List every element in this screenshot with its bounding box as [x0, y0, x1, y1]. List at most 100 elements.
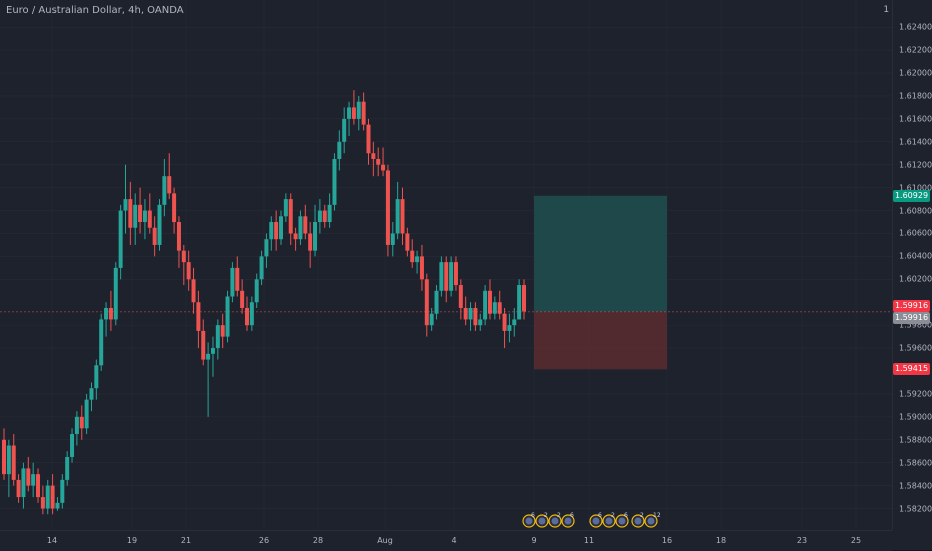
candle — [225, 290, 230, 343]
candle — [424, 273, 429, 337]
current-price-badge: 1.59916 — [893, 311, 930, 324]
candle-body — [201, 330, 206, 360]
candle — [390, 222, 395, 257]
candle — [483, 285, 488, 326]
price-tick-label: 1.62400 — [899, 22, 932, 32]
candle-body — [269, 222, 274, 240]
event-marker-icon: 6 — [522, 512, 536, 528]
entry-price-badge: 1.59916 — [893, 299, 930, 312]
candle — [186, 250, 191, 291]
candle-body — [2, 439, 6, 475]
price-tick-label: 1.58400 — [899, 481, 932, 491]
candle — [152, 216, 157, 257]
candle — [366, 118, 371, 165]
price-tick-label: 1.60400 — [899, 251, 932, 261]
event-marker-dot — [551, 517, 559, 525]
price-tick-label: 1.61600 — [899, 114, 932, 124]
candle-body — [55, 502, 60, 509]
time-tick-label: 26 — [258, 536, 270, 545]
candle — [84, 393, 89, 435]
event-marker-icon: 6 — [561, 512, 575, 528]
stop-price-badge: 1.59415 — [893, 363, 930, 376]
candle — [113, 262, 118, 326]
candle — [50, 474, 55, 515]
time-tick-label: Aug — [377, 536, 393, 545]
candle — [303, 204, 308, 240]
symbol-title[interactable]: Euro / Australian Dollar, 4h, OANDA — [6, 5, 184, 16]
candle-body — [308, 233, 313, 251]
candle — [487, 279, 492, 320]
candle-body — [210, 348, 215, 354]
event-marker-icon: 2 — [535, 512, 549, 528]
candle — [254, 273, 259, 308]
price-scale[interactable] — [892, 0, 932, 530]
candle — [376, 147, 381, 177]
candle — [361, 92, 366, 131]
candle-body — [172, 193, 177, 223]
candle-body — [400, 199, 405, 234]
time-tick-label: 25 — [850, 536, 862, 545]
candle-body — [99, 319, 104, 366]
candle-body — [220, 325, 225, 337]
candle — [327, 193, 332, 228]
candle — [138, 187, 143, 234]
candle-body — [249, 302, 254, 326]
candle — [210, 336, 215, 377]
event-marker-icon: 2 — [548, 512, 562, 528]
candle-body — [332, 158, 337, 205]
candle-body — [463, 307, 468, 320]
event-marker-count: 2 — [557, 512, 561, 519]
price-tick-label: 1.59600 — [899, 343, 932, 353]
candle-body — [381, 164, 386, 171]
candle — [492, 296, 497, 320]
candle-body — [327, 204, 332, 223]
candle — [356, 95, 361, 131]
candle — [308, 222, 313, 268]
candle-body — [215, 325, 220, 349]
event-marker-count: 6 — [570, 512, 574, 519]
candle-body — [517, 285, 522, 320]
candle-body — [26, 468, 31, 486]
candle — [128, 181, 133, 245]
candle — [259, 250, 264, 286]
time-tick-label: 19 — [126, 536, 138, 545]
candle — [419, 244, 424, 291]
candle — [70, 428, 75, 463]
candle-body — [361, 101, 366, 125]
candle-body — [206, 353, 211, 360]
candle-body — [240, 290, 245, 308]
candle — [293, 227, 298, 251]
time-scale[interactable] — [0, 530, 892, 551]
price-tick-label: 1.62200 — [899, 45, 932, 55]
candle — [36, 468, 41, 503]
candle — [502, 307, 507, 349]
price-tick-label: 1.60200 — [899, 274, 932, 284]
candle-body — [337, 141, 342, 159]
candle — [381, 147, 386, 177]
candle — [463, 296, 468, 326]
event-marker-count: 6 — [624, 512, 628, 519]
candle-body — [390, 233, 395, 245]
candle — [21, 462, 26, 509]
candle — [449, 256, 454, 297]
candle-body — [478, 319, 483, 326]
event-marker-dot — [634, 517, 642, 525]
candle-body — [279, 216, 284, 240]
candle-body — [118, 210, 123, 268]
candle — [157, 199, 162, 251]
price-tick-label: 1.59200 — [899, 389, 932, 399]
candle-body — [264, 239, 269, 257]
candle-body — [196, 302, 201, 331]
candle-body — [283, 199, 288, 217]
price-tick-label: 1.58800 — [899, 435, 932, 445]
candle — [332, 153, 337, 211]
candle-body — [176, 222, 181, 251]
candle — [444, 256, 449, 303]
time-tick-label: 4 — [451, 536, 457, 545]
event-marker-icon: 2 — [602, 512, 616, 528]
candle — [162, 158, 167, 217]
candle — [453, 256, 458, 291]
candle-body — [147, 210, 152, 228]
